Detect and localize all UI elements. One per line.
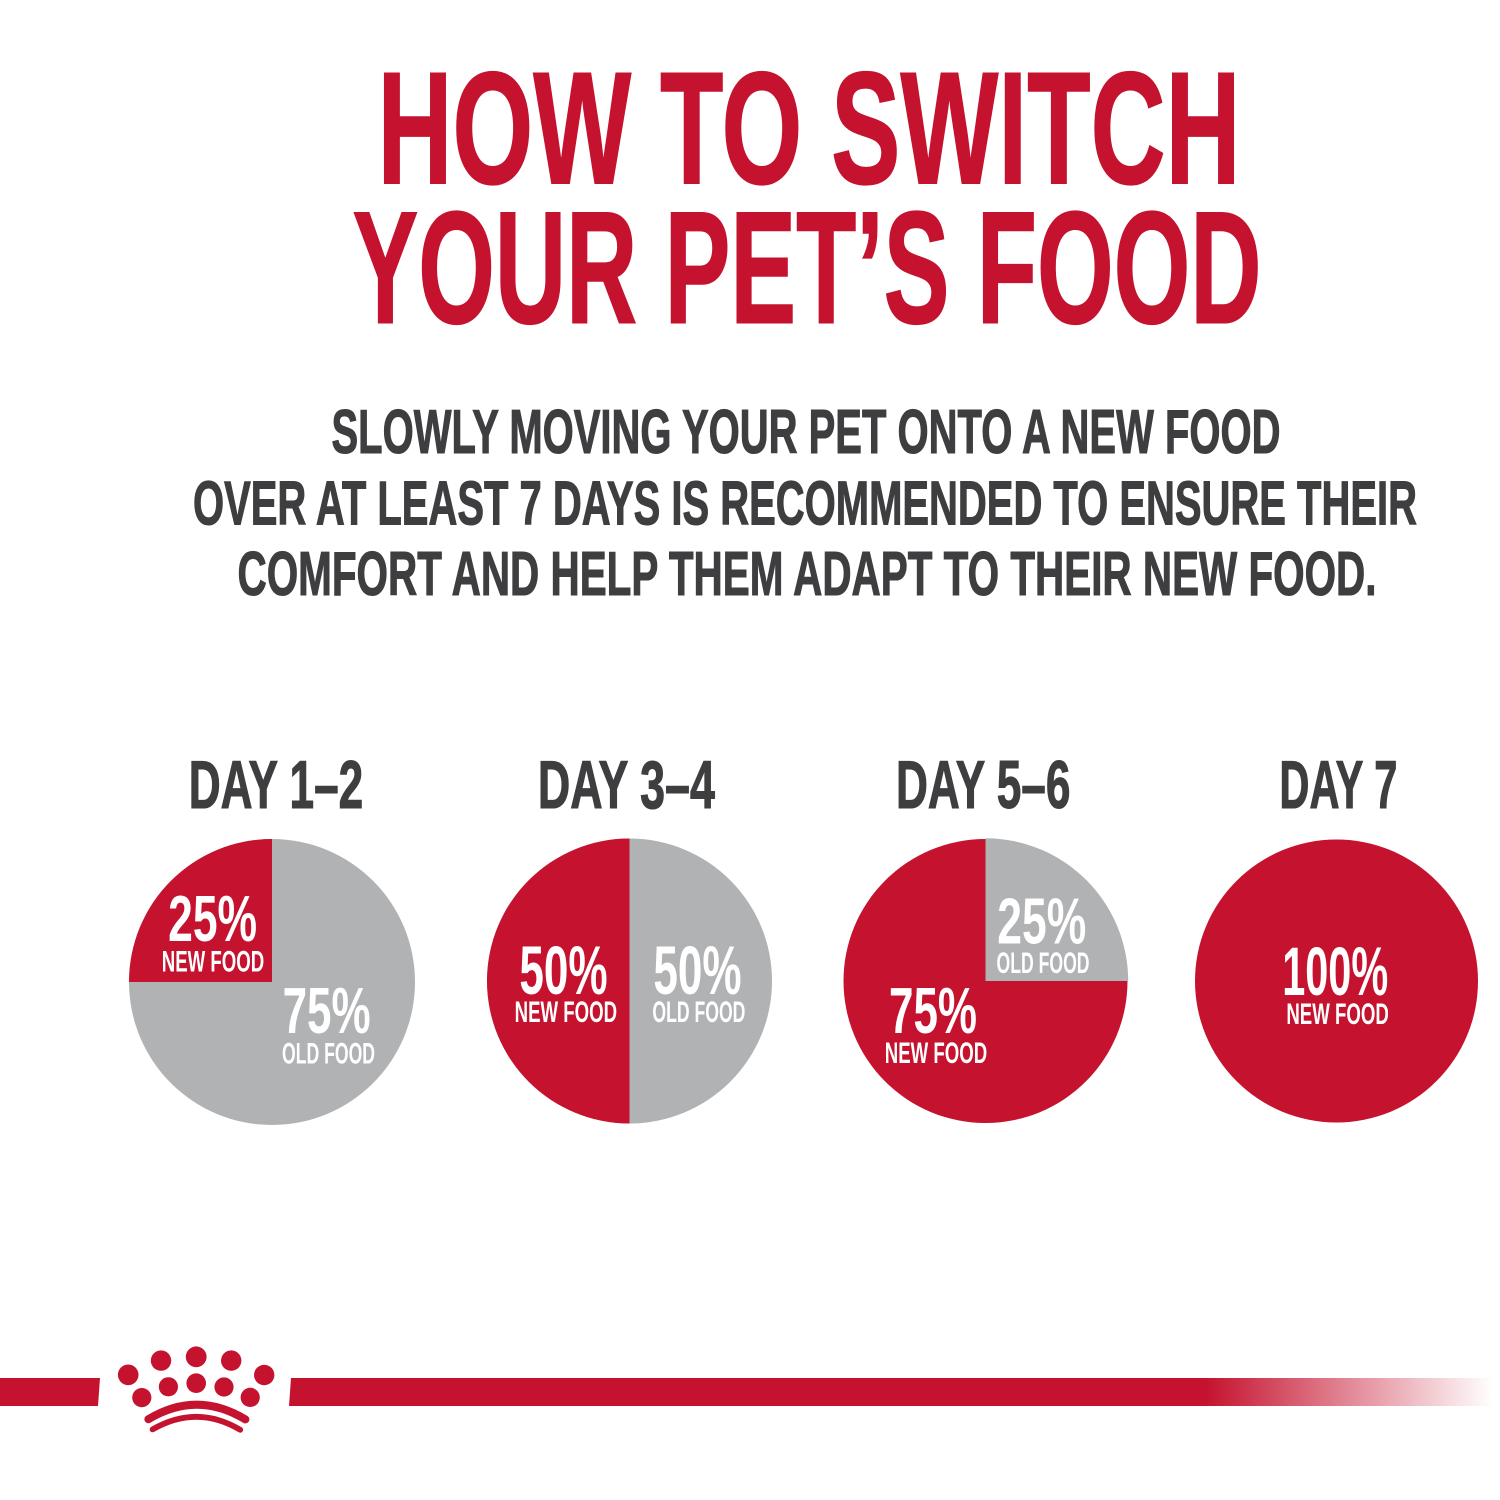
- svg-text:100%: 100%: [1282, 933, 1388, 1010]
- svg-text:50%: 50%: [653, 932, 741, 1009]
- svg-text:NEW FOOD: NEW FOOD: [885, 1037, 988, 1070]
- svg-text:OVER AT LEAST 7 DAYS IS RECOMM: OVER AT LEAST 7 DAYS IS RECOMMENDED TO E…: [193, 470, 1417, 539]
- svg-text:OLD FOOD: OLD FOOD: [282, 1038, 375, 1071]
- svg-text:25%: 25%: [997, 885, 1086, 958]
- svg-text:OLD FOOD: OLD FOOD: [997, 947, 1090, 980]
- svg-text:DAY 1–2: DAY 1–2: [189, 747, 364, 823]
- svg-text:DAY 7: DAY 7: [1279, 747, 1397, 823]
- svg-text:DAY 3–4: DAY 3–4: [538, 747, 715, 823]
- svg-text:HOW TO SWITCH: HOW TO SWITCH: [378, 38, 1241, 217]
- svg-text:50%: 50%: [519, 932, 607, 1009]
- svg-text:25%: 25%: [168, 882, 257, 955]
- svg-text:COMFORT AND HELP THEM ADAPT TO: COMFORT AND HELP THEM ADAPT TO THEIR NEW…: [238, 540, 1377, 609]
- svg-text:SLOWLY MOVING YOUR PET ONTO A: SLOWLY MOVING YOUR PET ONTO A NEW FOOD: [332, 398, 1281, 467]
- svg-text:YOUR PET’S FOOD: YOUR PET’S FOOD: [353, 178, 1262, 357]
- svg-text:NEW FOOD: NEW FOOD: [162, 945, 265, 978]
- svg-text:NEW FOOD: NEW FOOD: [515, 996, 618, 1029]
- svg-text:75%: 75%: [889, 974, 977, 1047]
- svg-text:75%: 75%: [283, 974, 371, 1047]
- svg-text:OLD FOOD: OLD FOOD: [652, 996, 745, 1029]
- svg-text:NEW FOOD: NEW FOOD: [1286, 998, 1389, 1031]
- svg-text:DAY 5–6: DAY 5–6: [896, 747, 1071, 823]
